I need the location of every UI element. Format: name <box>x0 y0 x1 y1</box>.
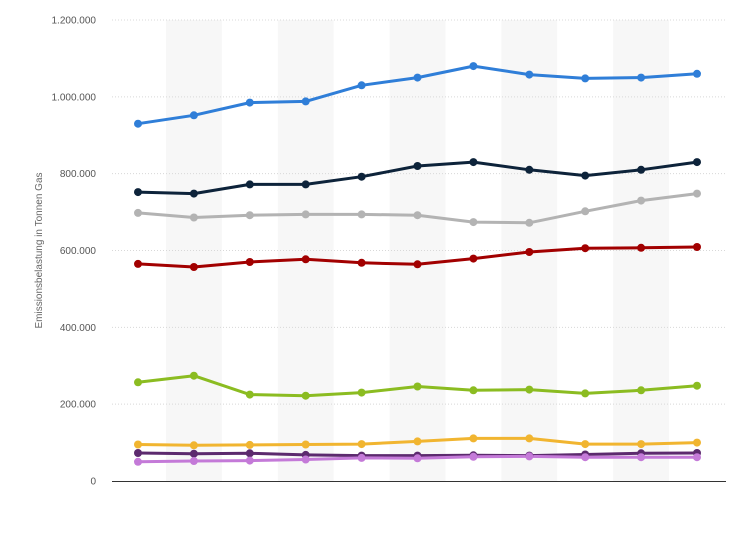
series-8-point[interactable] <box>469 452 478 461</box>
series-3-point[interactable] <box>469 218 478 227</box>
y-tick-label: 1.200.000 <box>52 16 97 27</box>
series-8-point[interactable] <box>245 456 254 465</box>
series-4-point[interactable] <box>413 260 422 269</box>
series-6-point[interactable] <box>469 434 478 443</box>
series-8-point[interactable] <box>637 453 646 462</box>
series-2-point[interactable] <box>637 165 646 174</box>
series-6-point[interactable] <box>693 438 701 447</box>
series-2-point[interactable] <box>245 180 254 189</box>
series-6-point[interactable] <box>525 434 534 443</box>
series-4-point[interactable] <box>581 244 590 253</box>
series-7-point[interactable] <box>189 449 198 458</box>
series-5-point[interactable] <box>301 391 310 400</box>
series-1-point[interactable] <box>581 74 590 83</box>
y-tick-label: 800.000 <box>60 169 97 180</box>
series-2-point[interactable] <box>413 162 422 170</box>
series-1-point[interactable] <box>413 73 422 82</box>
series-4-point[interactable] <box>301 255 310 264</box>
series-8-point[interactable] <box>357 453 366 462</box>
series-1-point[interactable] <box>189 111 198 120</box>
series-4-point[interactable] <box>525 248 534 256</box>
series-8-point[interactable] <box>693 453 701 462</box>
series-1-point[interactable] <box>245 98 254 107</box>
series-8-point[interactable] <box>525 452 534 461</box>
series-1-point[interactable] <box>469 62 478 71</box>
series-3-point[interactable] <box>245 211 254 220</box>
series-2-point[interactable] <box>693 158 701 167</box>
series-2-point[interactable] <box>581 171 590 180</box>
series-4-point[interactable] <box>134 259 142 268</box>
series-1-point[interactable] <box>637 73 646 82</box>
series-2-point[interactable] <box>525 165 534 174</box>
y-tick-label: 600.000 <box>60 246 97 257</box>
series-3-point[interactable] <box>301 210 310 219</box>
series-2-point[interactable] <box>134 188 142 197</box>
series-3-point[interactable] <box>637 196 646 205</box>
series-7-point[interactable] <box>245 449 254 458</box>
series-5-point[interactable] <box>189 371 198 380</box>
series-2-point[interactable] <box>301 180 310 189</box>
series-points <box>134 62 701 466</box>
series-4-point[interactable] <box>245 258 254 266</box>
series-6-point[interactable] <box>189 441 198 450</box>
series-4-point[interactable] <box>469 254 478 263</box>
series-7-point[interactable] <box>134 449 142 457</box>
series-8-point[interactable] <box>413 454 422 463</box>
series-5-point[interactable] <box>693 381 701 390</box>
series-3-point[interactable] <box>581 207 590 216</box>
series-1-point[interactable] <box>525 70 534 79</box>
series-1-point[interactable] <box>301 97 310 106</box>
y-tick-label: 200.000 <box>60 400 97 411</box>
series-4-point[interactable] <box>693 243 701 251</box>
series-5-point[interactable] <box>581 389 590 398</box>
series-8-point[interactable] <box>134 457 142 466</box>
y-tick-label: 1.000.000 <box>52 92 97 103</box>
series-6-point[interactable] <box>413 437 422 446</box>
series-2-point[interactable] <box>357 172 366 181</box>
series-5-point[interactable] <box>469 386 478 395</box>
series-1-point[interactable] <box>693 69 701 78</box>
series-5-point[interactable] <box>134 378 142 387</box>
gridlines <box>112 19 726 405</box>
series-3-point[interactable] <box>413 211 422 220</box>
series-3-point[interactable] <box>357 210 366 219</box>
series-5-point[interactable] <box>637 386 646 395</box>
series-6-point[interactable] <box>581 440 590 449</box>
series-8-point[interactable] <box>301 455 310 464</box>
y-tick-label: 400.000 <box>60 323 97 334</box>
series-2-point[interactable] <box>469 158 478 167</box>
series-4-point[interactable] <box>637 243 646 252</box>
series-3-point[interactable] <box>134 208 142 217</box>
series-4-point[interactable] <box>357 258 366 267</box>
series-3-point[interactable] <box>189 213 198 222</box>
series-5-point[interactable] <box>245 390 254 399</box>
series-3-point[interactable] <box>693 189 701 198</box>
series-5-point[interactable] <box>525 385 534 394</box>
series-3-point[interactable] <box>525 218 534 227</box>
series-1-point[interactable] <box>357 81 366 90</box>
series-5-point[interactable] <box>357 388 366 397</box>
y-axis-tick-labels: 0 200.000 400.000 600.000 800.000 1.000.000 1.… <box>52 16 97 488</box>
series-6-point[interactable] <box>357 440 366 449</box>
y-tick-label: 0 <box>90 477 96 488</box>
series-5-point[interactable] <box>413 382 422 391</box>
series-1-point[interactable] <box>134 119 142 128</box>
series-2-point[interactable] <box>189 189 198 198</box>
series-8-point[interactable] <box>581 453 590 462</box>
y-axis-title: Emissionsbelastung in Tonnen Gas <box>34 172 45 328</box>
series-6-point[interactable] <box>301 440 310 449</box>
series-6-point[interactable] <box>637 440 646 449</box>
series-6-point[interactable] <box>134 440 142 449</box>
series-6-point[interactable] <box>245 440 254 449</box>
series-4-point[interactable] <box>189 263 198 271</box>
series-8-point[interactable] <box>189 457 198 465</box>
